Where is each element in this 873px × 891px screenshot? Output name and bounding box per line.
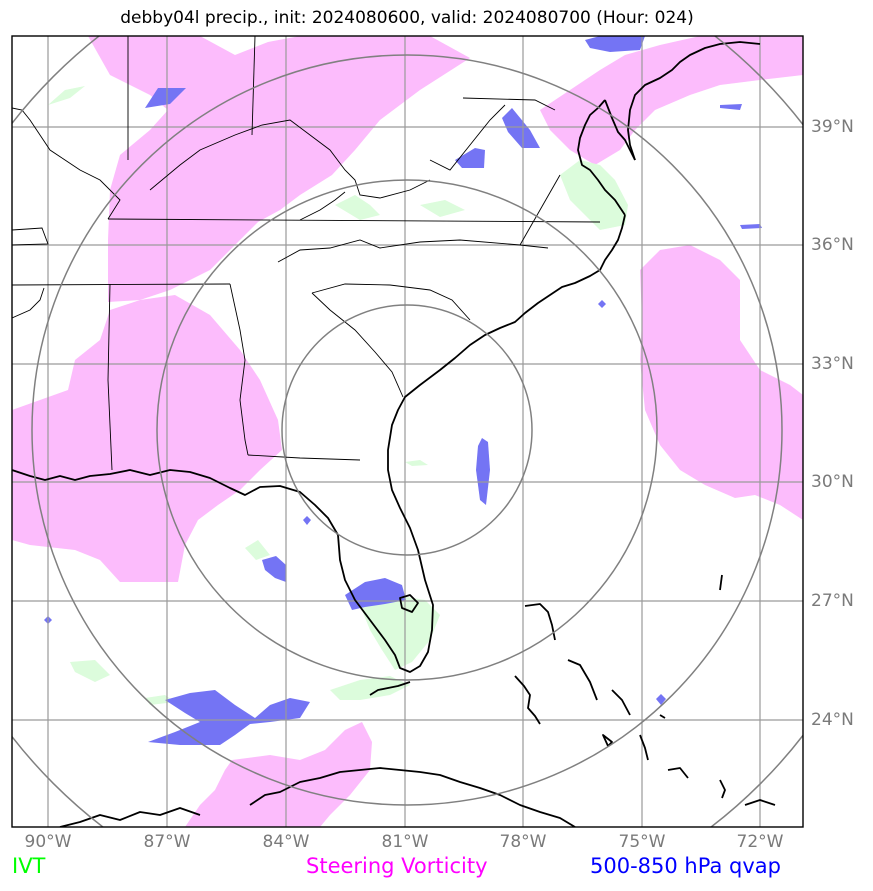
map-frame (11, 35, 804, 828)
lon-label-75w: 75°W (618, 832, 666, 852)
qvap-region-atlantic-streak (476, 438, 490, 505)
lat-label-39n: 39°N (811, 117, 854, 137)
range-ring-3 (31, 54, 783, 806)
lon-label-78w: 78°W (499, 832, 547, 852)
vorticity-region-northwest (88, 36, 470, 302)
qvap-region-dot-4 (598, 300, 606, 308)
lon-label-90w: 90°W (24, 832, 72, 852)
range-ring-1 (281, 304, 533, 556)
ivt-layer (48, 86, 628, 705)
ivt-region-virginia (335, 195, 380, 220)
qvap-region-northeast-1 (585, 36, 645, 52)
qvap-region-delaware (720, 104, 742, 110)
state-borders (12, 36, 601, 471)
qvap-region-gulf-west (262, 556, 286, 582)
lat-label-36n: 36°N (811, 235, 854, 255)
map-title: debby04l precip., init: 2024080600, vali… (120, 8, 694, 28)
qvap-region-kentucky (455, 148, 485, 168)
ivt-region-gulf-south (330, 676, 410, 700)
lon-label-81w: 81°W (381, 832, 429, 852)
qvap-region-ohio (145, 88, 186, 108)
ivt-region-northwest (48, 86, 85, 105)
qvap-region-virginia (502, 108, 540, 148)
qvap-region-atlantic-east (740, 224, 762, 229)
ivt-region-chesapeake (560, 160, 628, 230)
lat-label-27n: 27°N (811, 591, 854, 611)
legend-ivt: IVT (12, 854, 46, 878)
lon-label-84w: 84°W (262, 832, 310, 852)
ivt-region-gulf-west (70, 660, 110, 682)
lat-label-24n: 24°N (811, 710, 854, 730)
lat-label-33n: 33°N (811, 354, 854, 374)
qvap-region-dot-2 (656, 694, 666, 705)
steering-vorticity-layer (12, 36, 803, 827)
ivt-region-florida (360, 596, 440, 670)
lon-label-87w: 87°W (143, 832, 191, 852)
vorticity-region-gulf (12, 295, 282, 582)
qvap-layer (44, 36, 762, 745)
qvap-region-florida (345, 578, 406, 610)
range-ring-2 (156, 179, 658, 681)
gridlines (12, 36, 803, 827)
qvap-region-gulf (148, 690, 310, 745)
vorticity-region-atlantic-east (640, 245, 803, 520)
legend-steering-vorticity: Steering Vorticity (306, 854, 488, 878)
lat-label-30n: 30°N (811, 472, 854, 492)
ivt-region-florida-west (245, 540, 270, 560)
legend-qvap: 500-850 hPa qvap (590, 854, 781, 878)
lon-label-72w: 72°W (736, 832, 784, 852)
qvap-region-dot-1 (303, 516, 311, 525)
ivt-region-ohio (420, 200, 465, 217)
vorticity-region-midatlantic (540, 36, 803, 165)
vorticity-region-south (185, 722, 372, 827)
ivt-region-atlantic (405, 460, 428, 466)
